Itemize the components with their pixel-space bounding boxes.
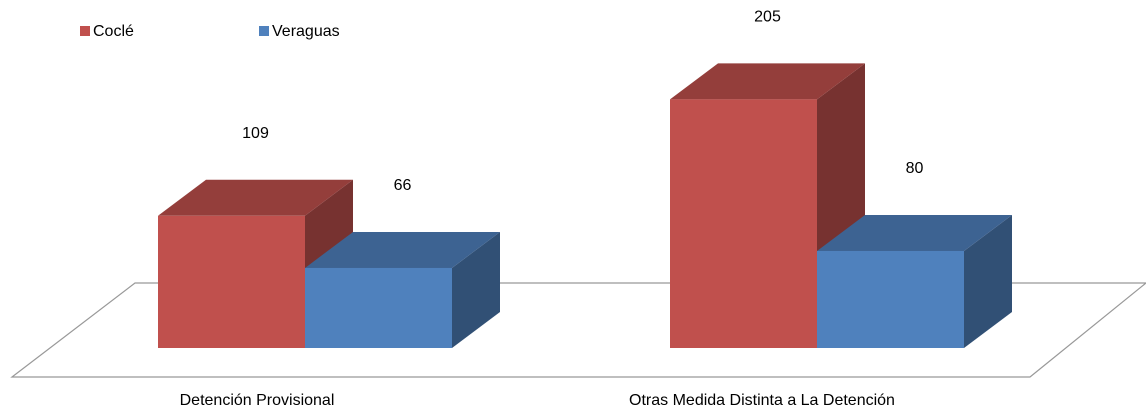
legend-label: Veraguas (272, 23, 340, 40)
bar-front (305, 267, 452, 348)
bar-top (670, 63, 865, 100)
bar-front (158, 215, 305, 348)
bar-side (452, 231, 500, 348)
data-label: 205 (754, 9, 781, 26)
bar-top (817, 214, 1012, 251)
x-tick-label: Detención Provisional (180, 392, 335, 409)
bar (817, 214, 1012, 348)
legend-swatch (259, 26, 269, 36)
legend-label: Coclé (93, 23, 134, 40)
x-tick-label: Otras Medida Distinta a La Detención (629, 392, 895, 409)
bar-front (670, 99, 817, 349)
bar-side (964, 214, 1012, 348)
data-label: 80 (906, 160, 924, 177)
data-label: 109 (242, 125, 269, 142)
data-label: 66 (394, 177, 412, 194)
bar (305, 231, 500, 348)
bar-top (305, 231, 500, 268)
bar-top (158, 179, 353, 216)
legend-swatch (80, 26, 90, 36)
bar-front (817, 250, 964, 348)
